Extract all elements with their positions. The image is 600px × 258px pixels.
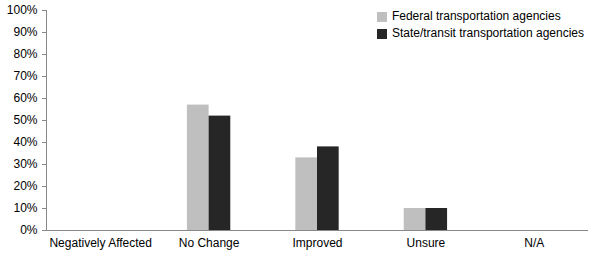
svg-text:N/A: N/A xyxy=(524,236,544,250)
svg-text:60%: 60% xyxy=(13,91,37,105)
svg-text:20%: 20% xyxy=(13,179,37,193)
svg-text:No Change: No Change xyxy=(179,236,240,250)
svg-text:100%: 100% xyxy=(7,3,38,17)
svg-text:30%: 30% xyxy=(13,157,37,171)
svg-text:70%: 70% xyxy=(13,69,37,83)
html-text:Federal transportation agencie: Federal transportation agencies xyxy=(391,9,561,23)
svg-text:90%: 90% xyxy=(13,25,37,39)
svg-text:Negatively Affected: Negatively Affected xyxy=(49,236,152,250)
svg-text:80%: 80% xyxy=(13,47,37,61)
html-text:State/transit transportation a: State/transit transportation agencies xyxy=(391,26,584,40)
svg-text:10%: 10% xyxy=(13,201,37,215)
svg-text:Unsure: Unsure xyxy=(407,236,446,250)
svg-text:0%: 0% xyxy=(20,223,38,237)
svg-text:Improved: Improved xyxy=(292,236,342,250)
svg-text:50%: 50% xyxy=(13,113,37,127)
svg-text:40%: 40% xyxy=(13,135,37,149)
